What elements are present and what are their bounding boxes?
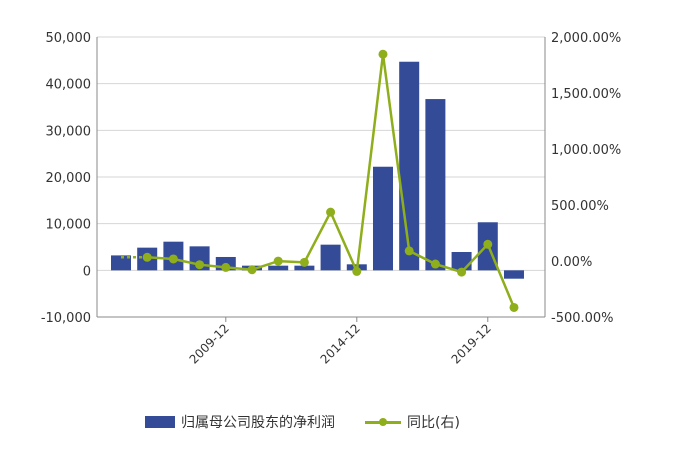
- right-tick-label: -500.00%: [551, 311, 614, 326]
- left-tick-label: -10,000: [41, 311, 91, 326]
- legend: 归属母公司股东的净利润 同比(右): [145, 412, 460, 432]
- x-tick-label: 2019-12: [449, 321, 494, 366]
- chart: -10,000 0 10,000 20,000 30,000 40,000 50,000 -5…: [41, 31, 621, 367]
- x-tick-label: 2014-12: [318, 321, 363, 366]
- right-tick-label: 500.00%: [551, 199, 609, 214]
- bar: [451, 251, 472, 271]
- yoy-point: [378, 49, 388, 59]
- right-tick-label: 0.00%: [551, 255, 592, 270]
- yoy-point: [483, 239, 493, 249]
- legend-bar-swatch: [145, 416, 175, 428]
- yoy-point: [142, 252, 152, 262]
- yoy-point: [168, 254, 178, 264]
- yoy-point: [221, 262, 231, 272]
- left-tick-label: 0: [83, 264, 91, 279]
- yoy-point: [247, 265, 257, 275]
- left-tick-label: 40,000: [46, 78, 92, 93]
- bar: [268, 265, 289, 271]
- yoy-point: [457, 267, 467, 277]
- right-tick-label: 2,000.00%: [551, 31, 621, 46]
- bar: [372, 166, 393, 271]
- right-tick-label: 1,000.00%: [551, 143, 621, 158]
- bar: [111, 255, 131, 271]
- yoy-point: [273, 256, 283, 266]
- bar: [399, 61, 420, 271]
- left-tick-label: 30,000: [46, 124, 92, 139]
- left-tick-label: 10,000: [46, 218, 92, 233]
- right-tick-label: 1,500.00%: [551, 87, 621, 102]
- left-tick-label: 50,000: [46, 31, 92, 46]
- bar: [320, 244, 341, 271]
- yoy-point: [430, 259, 440, 269]
- bar: [425, 99, 446, 271]
- yoy-point: [326, 207, 336, 217]
- yoy-point: [299, 257, 309, 267]
- bar: [294, 265, 315, 271]
- yoy-point: [352, 266, 362, 276]
- legend-line-swatch: [365, 416, 401, 428]
- legend-bar-label: 归属母公司股东的净利润: [181, 415, 335, 431]
- yoy-point: [195, 260, 205, 270]
- yoy-point: [404, 246, 414, 256]
- bar: [503, 270, 524, 279]
- legend-line-label: 同比(右): [407, 415, 460, 431]
- yoy-point: [509, 302, 519, 312]
- x-tick-label: 2009-12: [187, 321, 232, 366]
- left-tick-label: 20,000: [46, 171, 92, 186]
